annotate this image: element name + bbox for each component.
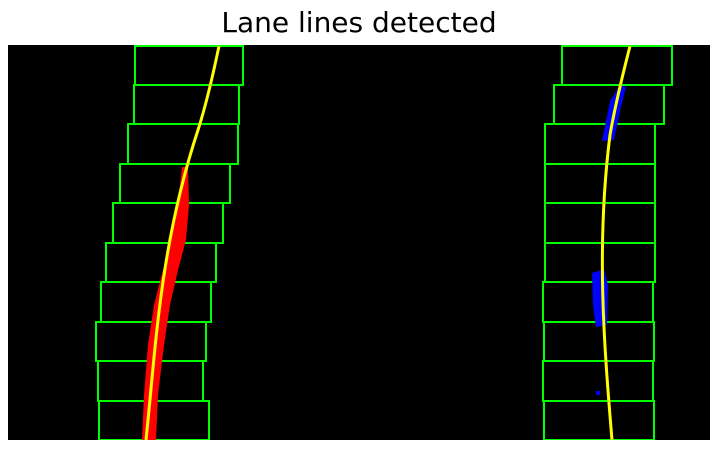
right-window-box [561,45,673,86]
right-window-box [543,400,655,440]
figure-title: Lane lines detected [221,6,497,39]
left-fitted-line [144,45,221,440]
lane-overlay [95,45,673,440]
left-window-box [119,163,231,204]
right-fitted-line [600,45,632,440]
left-window-box [105,242,217,283]
right-window-box [544,163,656,204]
right-window-box [543,321,655,362]
lane-detection-image [8,45,710,440]
right-window-box [544,123,656,165]
left-window-box [127,123,239,165]
left-window-box [112,202,224,244]
left-window-box [133,84,240,125]
right-lane-pixel-blob-lower [592,269,608,327]
right-lane-pixel-dot [596,391,600,395]
right-window-box [544,202,656,244]
left-window-box [134,45,244,86]
right-lane-pixels [592,85,626,395]
